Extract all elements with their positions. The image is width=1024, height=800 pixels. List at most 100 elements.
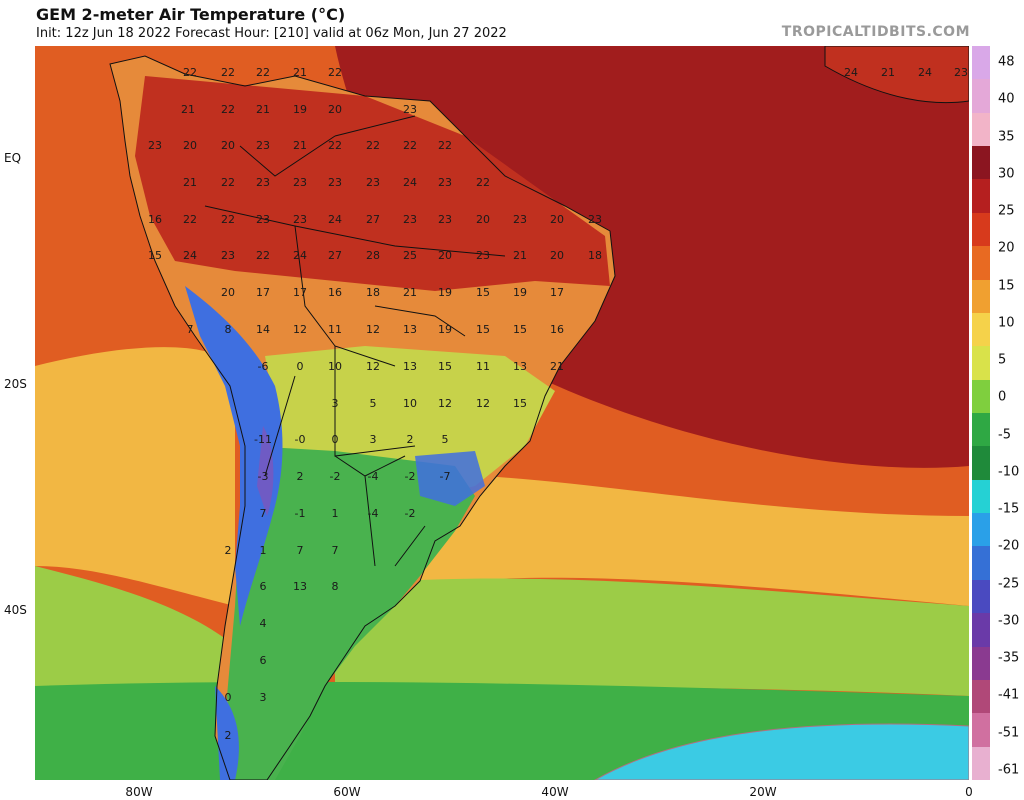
temp-label: 12 — [366, 323, 380, 336]
temp-label: 22 — [366, 139, 380, 152]
temp-label: 22 — [221, 103, 235, 116]
temp-label: 20 — [438, 249, 452, 262]
andes-cold-zone — [185, 286, 283, 626]
temp-label: 6 — [260, 580, 267, 593]
temp-label: 24 — [328, 213, 342, 226]
colorbar-segment — [972, 379, 990, 414]
temp-label: 22 — [256, 66, 270, 79]
ocean-band-pacific-mid — [35, 347, 235, 606]
colorbar-tick-label: 10 — [998, 315, 1015, 331]
temp-label: 7 — [332, 544, 339, 557]
temp-label: 12 — [293, 323, 307, 336]
temp-label: 13 — [403, 323, 417, 336]
colorbar-segment — [972, 179, 990, 214]
temp-label: 23 — [438, 213, 452, 226]
colorbar-segment — [972, 646, 990, 681]
temp-label: 23 — [256, 213, 270, 226]
temp-label: 20 — [328, 103, 342, 116]
temp-label: 21 — [256, 103, 270, 116]
temp-label: 0 — [297, 360, 304, 373]
colorbar-segment — [972, 746, 990, 781]
temp-label: 17 — [550, 286, 564, 299]
temp-label: 14 — [256, 323, 270, 336]
colorbar-tick-label: -41 — [998, 687, 1020, 703]
colorbar-segment — [972, 579, 990, 614]
temp-label: 23 — [293, 213, 307, 226]
temp-label: -2 — [330, 470, 341, 483]
ocean-band-atlantic-cool — [335, 578, 969, 696]
temp-label: 22 — [183, 66, 197, 79]
temp-label: 5 — [370, 397, 377, 410]
temp-label: 23 — [513, 213, 527, 226]
colorbar-tick-label: -10 — [998, 464, 1020, 480]
ocean-band-atlantic-mid — [395, 474, 969, 606]
colorbar-tick-label: 5 — [998, 352, 1007, 368]
temp-label: 19 — [438, 286, 452, 299]
temp-label: 21 — [181, 103, 195, 116]
temp-label: 22 — [183, 213, 197, 226]
temp-label: -3 — [258, 470, 269, 483]
temp-label: 24 — [403, 176, 417, 189]
temp-label: 19 — [293, 103, 307, 116]
forecast-info: Init: 12z Jun 18 2022 Forecast Hour: [21… — [36, 26, 507, 41]
temp-label: 15 — [438, 360, 452, 373]
temp-label: 15 — [513, 323, 527, 336]
lon-label-20w: 20W — [749, 785, 777, 799]
temp-label: -11 — [254, 433, 272, 446]
colorbar-tick-label: -51 — [998, 725, 1020, 741]
colorbar-segment — [972, 279, 990, 314]
temp-label: 7 — [297, 544, 304, 557]
temp-label: 23 — [256, 176, 270, 189]
temp-label: 22 — [221, 213, 235, 226]
temp-label: 20 — [221, 139, 235, 152]
colorbar-segment — [972, 346, 990, 381]
temp-label: 7 — [260, 507, 267, 520]
temp-label: 10 — [328, 360, 342, 373]
temp-label: 23 — [148, 139, 162, 152]
source-watermark: TROPICALTIDBITS.COM — [781, 24, 970, 40]
temp-label: 2 — [407, 433, 414, 446]
temp-label: 22 — [403, 139, 417, 152]
temp-label: 18 — [588, 249, 602, 262]
colorbar-segment — [972, 413, 990, 447]
temp-label: 23 — [403, 213, 417, 226]
lat-label-20s: 20S — [4, 377, 27, 391]
amazon-hot-zone — [135, 76, 610, 291]
temp-label: 23 — [221, 249, 235, 262]
temp-label: 24 — [844, 66, 858, 79]
temp-label: 0 — [225, 691, 232, 704]
temp-label: 2 — [225, 729, 232, 742]
temp-label: 16 — [328, 286, 342, 299]
southern-brazil-cold-zone — [415, 451, 485, 506]
temp-label: 1 — [332, 507, 339, 520]
temp-label: 15 — [513, 397, 527, 410]
temp-label: 11 — [328, 323, 342, 336]
temp-label: 23 — [328, 176, 342, 189]
colorbar-segment — [972, 546, 990, 581]
temp-label: 21 — [183, 176, 197, 189]
temp-label: 27 — [366, 213, 380, 226]
temp-label: 21 — [293, 139, 307, 152]
temp-label: -7 — [440, 470, 451, 483]
temp-label: 17 — [256, 286, 270, 299]
temp-label: 20 — [183, 139, 197, 152]
temperature-map: 22 22 22 21 22 21 22 21 19 20 23 23 20 20 23 21 22 22 22 22… — [35, 46, 969, 780]
temp-label: 21 — [513, 249, 527, 262]
temp-label: 23 — [588, 213, 602, 226]
temp-label: 20 — [221, 286, 235, 299]
colorbar-segment — [972, 212, 990, 247]
lon-label-40w: 40W — [541, 785, 569, 799]
temp-label: 12 — [476, 397, 490, 410]
temp-label: 1 — [260, 544, 267, 557]
temp-label: 8 — [225, 323, 232, 336]
temp-label: 21 — [403, 286, 417, 299]
temp-label: 10 — [403, 397, 417, 410]
temp-label: -1 — [295, 507, 306, 520]
temp-label: 22 — [438, 139, 452, 152]
temp-label: 20 — [476, 213, 490, 226]
temp-label: 24 — [183, 249, 197, 262]
temp-label: 23 — [256, 139, 270, 152]
colorbar-segment — [972, 446, 990, 481]
colorbar — [972, 46, 990, 781]
andes-very-cold-zone — [257, 426, 274, 516]
